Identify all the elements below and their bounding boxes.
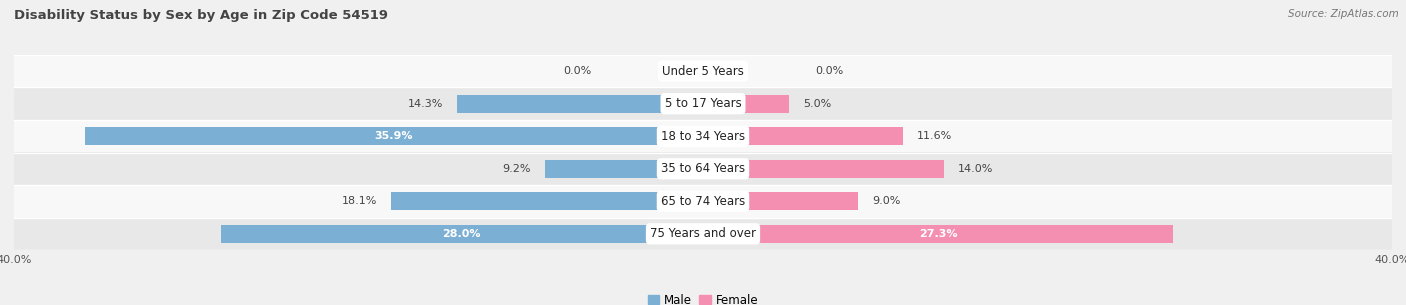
Bar xyxy=(84,127,703,145)
Text: 65 to 74 Years: 65 to 74 Years xyxy=(661,195,745,208)
Bar xyxy=(14,120,1392,152)
Bar xyxy=(221,225,703,243)
Text: 9.0%: 9.0% xyxy=(872,196,900,206)
Text: Disability Status by Sex by Age in Zip Code 54519: Disability Status by Sex by Age in Zip C… xyxy=(14,9,388,22)
Bar xyxy=(703,225,1173,243)
Text: 11.6%: 11.6% xyxy=(917,131,952,141)
Text: 28.0%: 28.0% xyxy=(443,229,481,239)
Text: 14.0%: 14.0% xyxy=(957,164,993,174)
Text: 18 to 34 Years: 18 to 34 Years xyxy=(661,130,745,143)
Text: 35 to 64 Years: 35 to 64 Years xyxy=(661,162,745,175)
Bar xyxy=(457,95,703,113)
Text: Source: ZipAtlas.com: Source: ZipAtlas.com xyxy=(1288,9,1399,19)
Text: 0.0%: 0.0% xyxy=(562,66,591,76)
Text: 35.9%: 35.9% xyxy=(374,131,413,141)
Text: 5 to 17 Years: 5 to 17 Years xyxy=(665,97,741,110)
Bar xyxy=(14,88,1392,120)
Text: 27.3%: 27.3% xyxy=(920,229,957,239)
Bar xyxy=(703,95,789,113)
Bar xyxy=(14,217,1392,250)
Bar xyxy=(703,127,903,145)
Text: 14.3%: 14.3% xyxy=(408,99,443,109)
Bar xyxy=(544,160,703,178)
Bar xyxy=(14,185,1392,217)
Bar xyxy=(391,192,703,210)
Bar xyxy=(703,192,858,210)
Text: 5.0%: 5.0% xyxy=(803,99,831,109)
Text: 18.1%: 18.1% xyxy=(342,196,377,206)
Bar xyxy=(14,55,1392,88)
Bar xyxy=(703,160,945,178)
Text: 75 Years and over: 75 Years and over xyxy=(650,227,756,240)
Legend: Male, Female: Male, Female xyxy=(648,294,758,305)
Text: 0.0%: 0.0% xyxy=(815,66,844,76)
Bar xyxy=(14,152,1392,185)
Text: Under 5 Years: Under 5 Years xyxy=(662,65,744,78)
Text: 9.2%: 9.2% xyxy=(502,164,531,174)
